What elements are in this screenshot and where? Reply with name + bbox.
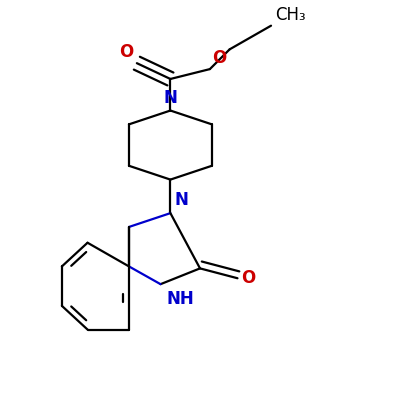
Text: O: O xyxy=(119,43,133,61)
Text: N: N xyxy=(164,88,177,106)
Text: CH₃: CH₃ xyxy=(275,6,306,24)
Text: O: O xyxy=(212,49,226,67)
Text: NH: NH xyxy=(166,290,194,308)
Text: O: O xyxy=(242,269,256,287)
Text: N: N xyxy=(174,191,188,209)
